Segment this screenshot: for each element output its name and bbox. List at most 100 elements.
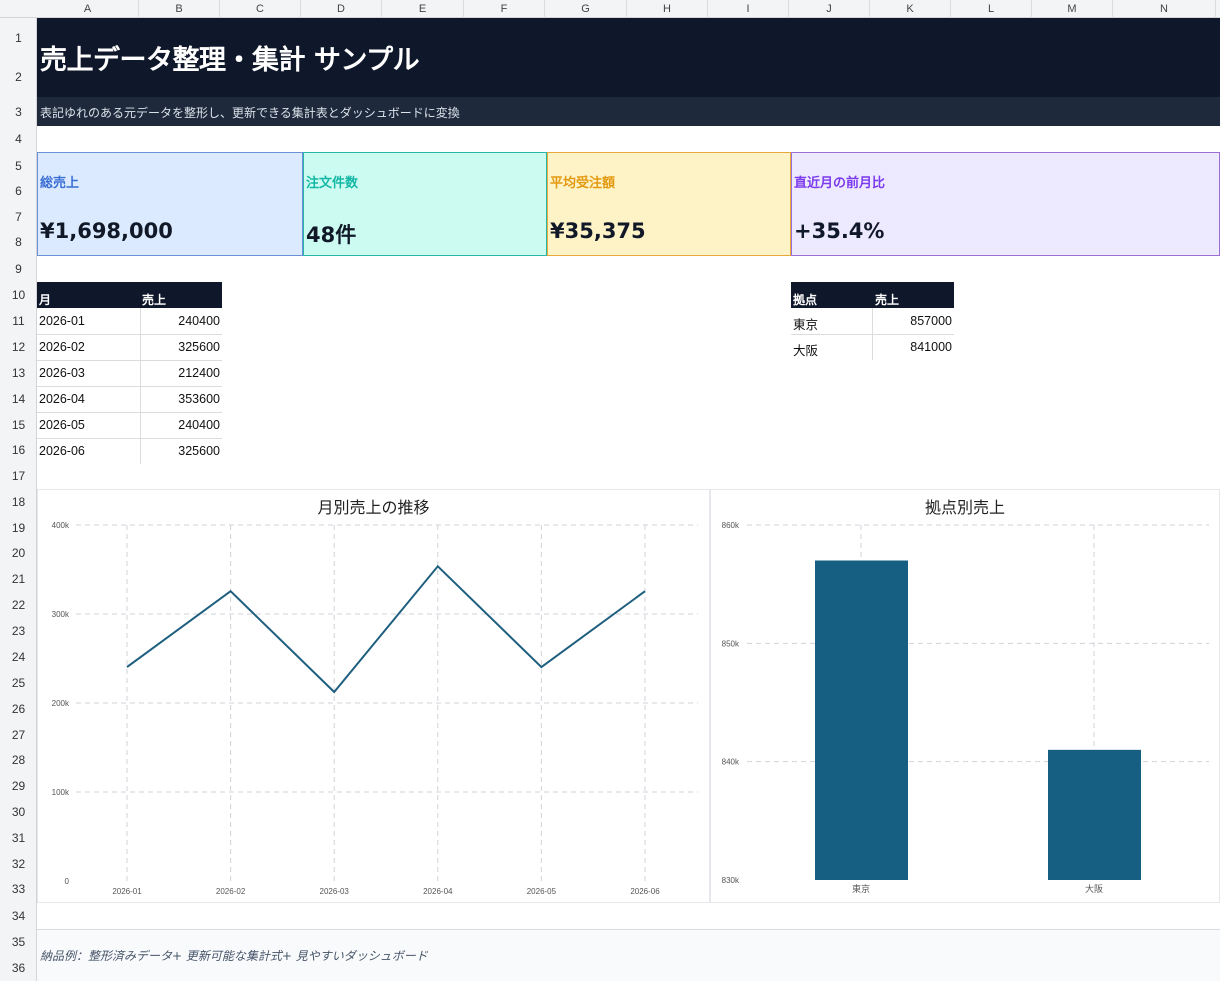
table-cell-value: 325600: [178, 340, 220, 354]
x-tick-label: 東京: [852, 883, 870, 894]
y-tick-label: 850k: [722, 639, 740, 648]
row-divider: [37, 360, 222, 361]
row-header-11[interactable]: 11: [12, 314, 25, 328]
column-divider: [872, 308, 873, 360]
row-header-1[interactable]: 1: [15, 31, 22, 45]
kpi-card-total-sales[interactable]: 総売上 ¥1,698,000: [37, 152, 303, 256]
table-cell-label: 大阪: [793, 344, 819, 358]
row-header-23[interactable]: 23: [11, 624, 26, 638]
row-header-30[interactable]: 30: [11, 805, 26, 819]
row-header-6[interactable]: 6: [15, 184, 22, 198]
row-header-3[interactable]: 3: [15, 105, 22, 119]
table-cell-label: 2026-03: [39, 366, 85, 380]
kpi-value: 48件: [306, 223, 357, 247]
table-cell-label: 2026-02: [39, 340, 85, 354]
column-header-k[interactable]: K: [870, 0, 951, 18]
bar: [815, 560, 908, 880]
row-header-5[interactable]: 5: [15, 159, 22, 173]
row-headers: 1 2 3 4 5 6 7 8 9 10 11 12 13 14 15 16 17 18 19 20 21 22 23 24 2…: [0, 18, 37, 981]
bar: [1048, 749, 1141, 880]
column-header-sales: 売上: [875, 293, 900, 307]
column-header-f[interactable]: F: [464, 0, 545, 18]
row-header-22[interactable]: 22: [11, 598, 26, 612]
row-header-14[interactable]: 14: [11, 392, 26, 406]
row-header-4[interactable]: 4: [15, 132, 22, 146]
x-tick-label: 2026-03: [320, 887, 350, 896]
table-cell-label: 東京: [793, 318, 819, 332]
location-table-header: 拠点 売上: [791, 282, 954, 308]
series-line: [126, 564, 646, 694]
column-header-n[interactable]: N: [1113, 0, 1216, 18]
row-header-18[interactable]: 18: [11, 495, 26, 509]
row-header-12[interactable]: 12: [11, 340, 26, 354]
row-header-35[interactable]: 35: [11, 935, 26, 949]
x-tick-label: 2026-02: [216, 887, 246, 896]
y-tick-label: 840k: [722, 758, 740, 767]
kpi-card-mom-ratio[interactable]: 直近月の前月比 +35.4%: [791, 152, 1220, 256]
column-header-location: 拠点: [793, 293, 818, 307]
title-banner: [37, 18, 1220, 97]
column-header-d[interactable]: D: [301, 0, 382, 18]
row-header-2[interactable]: 2: [15, 70, 22, 84]
table-cell-value: 240400: [178, 418, 220, 432]
bar-chart-canvas: 830k 840k 850k 860k 東京 大阪: [722, 521, 1209, 894]
x-tick-label: 2026-06: [630, 887, 660, 896]
line-chart-canvas: 0 100k 200k 300k 400k 2026-01 2026-02 2026-03 20…: [52, 521, 698, 896]
row-header-26[interactable]: 26: [11, 702, 26, 716]
row-header-36[interactable]: 36: [11, 961, 26, 975]
column-header-h[interactable]: H: [627, 0, 708, 18]
table-cell-value: 212400: [178, 366, 220, 380]
row-header-21[interactable]: 21: [11, 572, 26, 586]
row-header-8[interactable]: 8: [15, 235, 22, 249]
table-cell-label: 2026-06: [39, 444, 85, 458]
y-tick-label: 830k: [722, 876, 740, 885]
row-header-24[interactable]: 24: [11, 650, 26, 664]
row-header-31[interactable]: 31: [11, 831, 26, 845]
row-header-13[interactable]: 13: [11, 366, 26, 380]
y-tick-label: 0: [65, 877, 70, 886]
kpi-value: ¥35,375: [550, 219, 646, 243]
row-header-29[interactable]: 29: [11, 779, 26, 793]
column-header-l[interactable]: L: [951, 0, 1032, 18]
chart-title: 月別売上の推移: [317, 498, 430, 517]
column-header-e[interactable]: E: [382, 0, 464, 18]
column-header-m[interactable]: M: [1032, 0, 1113, 18]
column-header-j[interactable]: J: [789, 0, 870, 18]
location-sales-chart[interactable]: 拠点別売上 830k 840k 850k 860k 東京 大阪: [710, 489, 1220, 903]
column-header-c[interactable]: C: [220, 0, 301, 18]
column-header-b[interactable]: B: [139, 0, 220, 18]
row-header-20[interactable]: 20: [11, 546, 26, 560]
column-header-a[interactable]: A: [37, 0, 139, 18]
table-cell-value: 353600: [178, 392, 220, 406]
row-divider: [37, 438, 222, 439]
row-header-34[interactable]: 34: [11, 909, 26, 923]
row-header-25[interactable]: 25: [11, 676, 26, 690]
kpi-label: 総売上: [40, 176, 80, 191]
x-tick-label: 2026-04: [423, 887, 453, 896]
monthly-sales-chart[interactable]: 月別売上の推移 0 100k 200k 300k 400k 2026-01 2026-02 2…: [37, 489, 710, 903]
row-header-16[interactable]: 16: [11, 443, 26, 457]
row-header-19[interactable]: 19: [11, 521, 26, 535]
row-header-32[interactable]: 32: [11, 857, 26, 871]
row-divider: [37, 412, 222, 413]
row-header-15[interactable]: 15: [11, 418, 26, 432]
row-divider: [37, 386, 222, 387]
row-header-17[interactable]: 17: [11, 469, 26, 483]
row-header-10[interactable]: 10: [11, 288, 26, 302]
row-header-9[interactable]: 9: [15, 262, 22, 276]
kpi-card-average-order[interactable]: 平均受注額 ¥35,375: [547, 152, 791, 256]
column-header-g[interactable]: G: [545, 0, 627, 18]
table-cell-label: 2026-04: [39, 392, 85, 406]
x-tick-label: 2026-05: [527, 887, 557, 896]
page-subtitle: 表記ゆれのある元データを整形し、更新できる集計表とダッシュボードに変換: [40, 106, 460, 120]
kpi-card-order-count[interactable]: 注文件数 48件: [303, 152, 547, 256]
row-header-7[interactable]: 7: [15, 210, 22, 224]
y-tick-label: 400k: [52, 521, 70, 530]
column-header-i[interactable]: I: [708, 0, 789, 18]
row-header-27[interactable]: 27: [11, 728, 26, 742]
table-cell-label: 2026-05: [39, 418, 85, 432]
row-header-33[interactable]: 33: [11, 882, 26, 896]
footer-banner: [37, 929, 1220, 981]
y-tick-label: 100k: [52, 788, 70, 797]
row-header-28[interactable]: 28: [11, 753, 26, 767]
